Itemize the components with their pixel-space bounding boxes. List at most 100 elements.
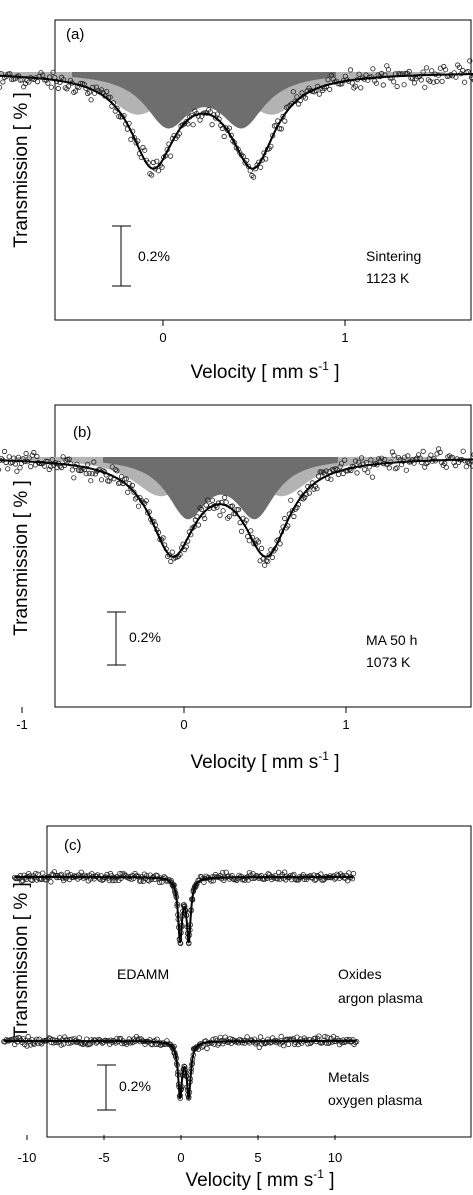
fit-line <box>3 1040 357 1100</box>
panel-a: (a) -2-1012 0.2% Sintering 1123 K Transm… <box>0 19 473 383</box>
data-point <box>358 85 364 91</box>
data-point <box>5 466 11 472</box>
data-point <box>202 515 208 522</box>
x-tick-label: 1 <box>342 717 349 732</box>
data-point <box>245 163 251 169</box>
data-point <box>83 471 89 477</box>
data-point <box>423 65 430 71</box>
data-point <box>92 471 99 477</box>
data-point <box>28 463 34 470</box>
annotation-line-2: 1123 K <box>366 270 410 286</box>
data-point <box>316 91 322 97</box>
data-point <box>58 1042 64 1048</box>
data-point <box>112 466 119 473</box>
data-point <box>461 79 468 85</box>
data-point <box>391 452 397 458</box>
data-point <box>385 67 392 73</box>
data-point <box>324 1034 331 1040</box>
data-point <box>352 83 359 89</box>
data-point <box>66 83 72 89</box>
data-point <box>338 460 345 466</box>
data-point <box>17 77 23 83</box>
data-point <box>437 449 443 455</box>
data-point <box>328 476 334 482</box>
data-point <box>85 461 91 467</box>
data-point <box>239 528 245 535</box>
data-point <box>243 517 249 523</box>
fit-line <box>14 876 354 944</box>
data-point <box>12 1041 18 1048</box>
data-point <box>316 1033 322 1039</box>
fit-line <box>0 458 473 558</box>
data-point <box>443 464 449 470</box>
scale-bar-label: 0.2% <box>119 1078 151 1094</box>
data-point <box>160 535 166 541</box>
data-point <box>401 82 407 88</box>
data-point <box>322 1033 328 1040</box>
subspectrum-light <box>13 457 436 497</box>
data-point <box>314 486 320 492</box>
data-point <box>340 470 346 477</box>
data-point <box>282 515 288 522</box>
data-point <box>434 451 440 457</box>
data-point <box>325 77 331 83</box>
data-point <box>143 498 149 504</box>
data-point <box>471 452 473 457</box>
data-point <box>41 463 48 469</box>
data-point <box>71 475 77 481</box>
panel-label: (b) <box>73 424 91 441</box>
data-point <box>131 489 137 495</box>
data-point <box>351 85 357 91</box>
data-point <box>290 89 296 95</box>
data-point <box>281 869 288 875</box>
data-point <box>415 452 422 458</box>
data-point <box>219 870 226 876</box>
data-point <box>50 69 56 75</box>
data-point <box>123 476 129 482</box>
x-axis-label-exponent: -1 <box>318 359 329 373</box>
data-point <box>403 467 409 473</box>
data-point <box>411 80 417 86</box>
data-point <box>26 455 32 461</box>
data-point <box>190 122 196 128</box>
data-point <box>122 476 128 482</box>
data-point <box>46 466 52 473</box>
data-point <box>140 144 146 151</box>
data-point <box>168 558 174 565</box>
data-point <box>86 89 93 95</box>
data-point <box>425 77 431 83</box>
data-point <box>26 79 32 85</box>
data-point <box>64 86 70 92</box>
subspectrum-dark <box>103 457 338 520</box>
panel-b: (b) -2-1012 0.2% MA 50 h 1073 K Transmis… <box>0 404 473 773</box>
data-point <box>55 85 61 92</box>
data-point <box>23 450 29 457</box>
fit-line <box>0 73 473 170</box>
data-point <box>442 67 449 73</box>
data-point <box>320 469 326 475</box>
data-point <box>456 64 462 70</box>
data-point <box>294 94 300 100</box>
x-axis-label-end: ] <box>329 752 340 773</box>
data-point <box>300 496 306 502</box>
data-point <box>263 156 269 162</box>
x-ticks: -2-1012 <box>159 320 349 345</box>
data-point <box>430 79 437 85</box>
data-point <box>418 77 424 83</box>
data-point <box>110 877 116 884</box>
data-point <box>251 174 257 180</box>
data-point <box>468 74 473 81</box>
data-point <box>332 466 339 472</box>
x-tick-label: 10 <box>328 1150 342 1165</box>
x-axis-label-main: Velocity [ mm s <box>191 752 319 773</box>
data-point <box>460 448 466 454</box>
data-point <box>406 68 412 75</box>
data-point <box>354 470 360 476</box>
data-point <box>49 456 55 463</box>
data-point <box>166 552 172 558</box>
annotation-line-1: MA 50 h <box>366 632 417 648</box>
data-point <box>45 458 51 465</box>
data-point <box>193 881 200 887</box>
data-point <box>370 66 376 72</box>
data-point <box>356 71 362 77</box>
